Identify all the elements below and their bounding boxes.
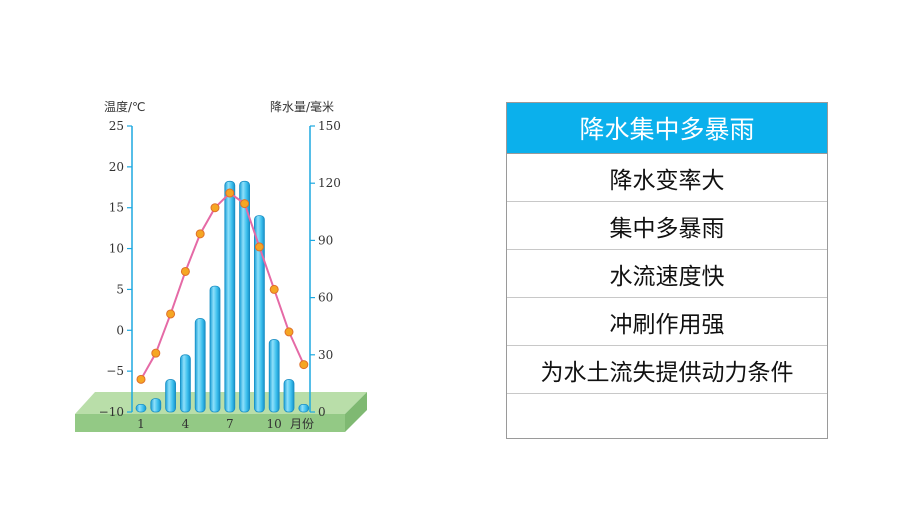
left-tick-label: −10 [99, 405, 124, 419]
precip-bar [135, 403, 147, 413]
right-tick-label: 120 [318, 176, 341, 190]
right-axis-title: 降水量/毫米 [270, 99, 334, 114]
precip-bar [165, 379, 177, 413]
x-tick-label: 4 [182, 417, 190, 431]
panel-row: 集中多暴雨 [507, 202, 827, 250]
panel-row: 水流速度快 [507, 250, 827, 298]
left-tick-label: 0 [116, 323, 124, 337]
temperature-point [254, 242, 264, 252]
left-axis-title: 温度/℃ [104, 99, 146, 114]
temperature-point [225, 188, 235, 198]
chart-base-front [75, 414, 345, 432]
left-tick-label: −5 [106, 364, 124, 378]
left-tick-label: 20 [109, 160, 124, 174]
right-tick-label: 30 [318, 348, 333, 362]
x-tick-label: 10 [267, 417, 282, 431]
precip-bar [239, 180, 251, 413]
temperature-line [140, 191, 305, 380]
left-tick-label: 25 [109, 119, 124, 133]
right-tick-label: 60 [318, 291, 333, 305]
precip-bar [194, 318, 206, 413]
precip-bar [283, 379, 295, 413]
right-tick-label: 150 [318, 119, 341, 133]
x-axis-title: 月份 [290, 417, 314, 431]
temperature-point [166, 309, 176, 319]
right-tick-label: 90 [318, 233, 333, 247]
panel-row: 冲刷作用强 [507, 298, 827, 346]
precip-bar [253, 215, 265, 413]
summary-panel: 降水集中多暴雨 降水变率大 集中多暴雨 水流速度快 冲刷作用强 为水土流失提供动… [506, 102, 828, 439]
temperature-point [210, 203, 220, 213]
left-tick-label: 15 [109, 201, 124, 215]
panel-row: 降水变率大 [507, 154, 827, 202]
right-tick-label: 0 [318, 405, 326, 419]
temperature-point [180, 266, 190, 276]
left-tick-label: 5 [116, 282, 124, 296]
panel-row: 为水土流失提供动力条件 [507, 346, 827, 394]
x-tick-label: 1 [137, 417, 145, 431]
precip-bar [209, 285, 221, 413]
temperature-point [299, 360, 309, 370]
precip-bar [150, 398, 162, 413]
temperature-point [269, 284, 279, 294]
temperature-point [151, 348, 161, 358]
precip-bar [298, 403, 310, 413]
temperature-point [240, 199, 250, 209]
precip-bar [268, 339, 280, 413]
chart-base-side [345, 392, 367, 432]
panel-header: 降水集中多暴雨 [507, 103, 827, 154]
panel-row-empty [507, 394, 827, 441]
temperature-point [195, 229, 205, 239]
temperature-point [136, 374, 146, 384]
precip-bar [179, 354, 191, 413]
precip-bar [224, 180, 236, 413]
temperature-point [284, 327, 294, 337]
x-tick-label: 7 [226, 417, 234, 431]
left-tick-label: 10 [109, 242, 124, 256]
